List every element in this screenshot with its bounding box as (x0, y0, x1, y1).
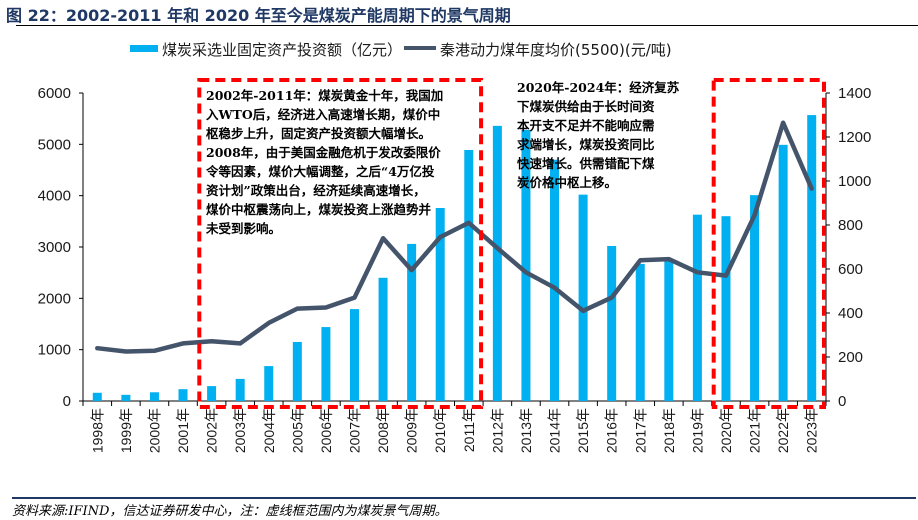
x-tick-label: 2002年 (204, 408, 220, 453)
bar-2003年 (235, 378, 245, 401)
legend-line-label: 秦港动力煤年度均价(5500)(元/吨) (440, 41, 672, 59)
bar-2017年 (635, 263, 645, 401)
x-tick-label: 2006年 (318, 408, 334, 453)
x-tick-label: 2008年 (375, 408, 391, 453)
bar-2002年 (207, 386, 217, 401)
annotation-line: 未受到影响。 (206, 221, 282, 236)
annotation-line: 入WTO后，经济进入高速增长期，煤价中 (206, 107, 441, 122)
legend: 煤炭采选业固定资产投资额（亿元） 秦港动力煤年度均价(5500)(元/吨) (130, 41, 672, 59)
x-tick-label: 2019年 (689, 408, 705, 453)
figure-title: 图 22：2002-2011 年和 2020 年至今是煤炭产能周期下的景气周期 (6, 6, 511, 25)
annotation-line: 2008年，由于美国金融危机于发改委限价 (206, 145, 441, 160)
y-right-tick-label: 1200 (838, 129, 871, 146)
y-right-tick-label: 0 (838, 393, 846, 410)
y-left-tick-label: 3000 (38, 239, 71, 256)
x-tick-label: 2001年 (175, 408, 191, 453)
y-right-tick-label: 600 (838, 261, 863, 278)
y-right-tick-label: 800 (838, 217, 863, 234)
y-right-tick-label: 200 (838, 349, 863, 366)
y-left-tick-label: 6000 (38, 85, 71, 102)
x-tick-label: 2023年 (804, 408, 820, 453)
bar-2009年 (407, 243, 417, 401)
y-right-tick-label: 1000 (838, 173, 871, 190)
x-tick-label: 2009年 (404, 408, 420, 453)
x-tick-label: 2018年 (661, 408, 677, 453)
x-tick-label: 2015年 (575, 408, 591, 453)
bar-2000年 (149, 392, 159, 401)
chart: 煤炭采选业固定资产投资额（亿元） 秦港动力煤年度均价(5500)(元/吨) 0 1… (38, 41, 872, 453)
annotation-line: 2002年-2011年：煤炭黄金十年，我国加 (206, 88, 444, 103)
highlight-box-2020-2023 (711, 78, 827, 409)
x-tick-label: 2016年 (604, 408, 620, 453)
bar-2019年 (692, 214, 702, 401)
bar-2011年 (464, 149, 474, 401)
annotation-line: 下煤炭供给由于长时间资 (517, 99, 655, 114)
bar-2007年 (349, 309, 359, 401)
bar-2021年 (750, 195, 760, 401)
annotation-line: 炭价格中枢上移。 (517, 175, 618, 190)
bar-2006年 (321, 327, 331, 401)
bar-2005年 (292, 341, 302, 401)
bar-2008年 (378, 277, 388, 401)
annotation-line: 求端增长，煤炭投资同比 (517, 137, 655, 152)
bar-1999年 (121, 394, 131, 401)
legend-bar-swatch (130, 45, 158, 52)
x-tick-label: 2022年 (775, 408, 791, 453)
bar-2010年 (435, 207, 445, 401)
y-left-tick-label: 4000 (38, 188, 71, 205)
y-left-tick-label: 0 (63, 393, 71, 410)
bar-2015年 (578, 194, 588, 401)
bar-1998年 (92, 392, 102, 401)
annotation-line: 枢稳步上升，固定资产投资额大幅增长。 (206, 126, 432, 141)
bar-2018年 (664, 258, 674, 401)
y-left-tick-label: 5000 (38, 136, 71, 153)
x-tick-label: 2011年 (461, 408, 477, 452)
x-tick-label: 2000年 (146, 408, 162, 453)
bar-2004年 (264, 366, 274, 401)
bar-2014年 (550, 159, 560, 401)
bar-2013年 (521, 129, 531, 401)
annotation-line: 令等因素，煤价大幅调整，之后“4万亿投 (206, 164, 435, 179)
x-tick-label: 2005年 (289, 408, 305, 453)
annotation-2020-2024: 2020年-2024年：经济复苏 下煤炭供给由于长时间资 本开支不足并不能响应需 求端… (517, 78, 679, 192)
bar-2023年 (807, 115, 817, 401)
bar-2016年 (607, 245, 617, 401)
bar-2012年 (492, 125, 502, 401)
y-right-tick-label: 400 (838, 305, 863, 322)
bar-2022年 (778, 144, 788, 401)
x-tick-label: 2012年 (489, 408, 505, 453)
annotation-line: 2020年-2024年：经济复苏 (517, 80, 680, 95)
annotation-line: 煤价中枢震荡向上，煤炭投资上涨趋势并 (206, 202, 432, 217)
annotation-line: 本开支不足并不能响应需 (517, 118, 655, 133)
source-note: 资料来源:IFIND，信达证券研发中心，注：虚线框范围内为煤炭景气周期。 (12, 504, 448, 519)
x-tick-label: 1998年 (89, 408, 105, 453)
annotation-line: 快速增长。供需错配下煤 (517, 156, 655, 171)
annotation-line: 资计划”政策出台，经济延续高速增长， (206, 183, 426, 198)
bar-2020年 (721, 216, 731, 401)
x-tick-label: 2013年 (518, 408, 534, 453)
legend-bar-label: 煤炭采选业固定资产投资额（亿元） (162, 41, 402, 59)
footer-divider (12, 497, 916, 499)
x-tick-label: 2014年 (547, 408, 563, 453)
price-line (95, 120, 814, 354)
x-tick-label: 2010年 (432, 408, 448, 453)
x-tick-label: 2017年 (632, 408, 648, 453)
y-left-tick-label: 1000 (38, 342, 71, 359)
x-tick-label: 2020年 (718, 408, 734, 453)
x-tick-label: 2021年 (747, 408, 763, 453)
bar-2001年 (178, 389, 188, 401)
x-tick-label: 2007年 (346, 408, 362, 453)
y-right-tick-label: 1400 (838, 85, 871, 102)
annotation-2002-2011: 2002年-2011年：煤炭黄金十年，我国加 入WTO后，经济进入高速增长期，煤价… (206, 86, 443, 238)
x-tick-label: 2003年 (232, 408, 248, 453)
x-tick-label: 2004年 (261, 408, 277, 453)
x-tick-label: 1999年 (118, 408, 134, 453)
y-left-tick-label: 2000 (38, 290, 71, 307)
title-divider (16, 25, 918, 26)
